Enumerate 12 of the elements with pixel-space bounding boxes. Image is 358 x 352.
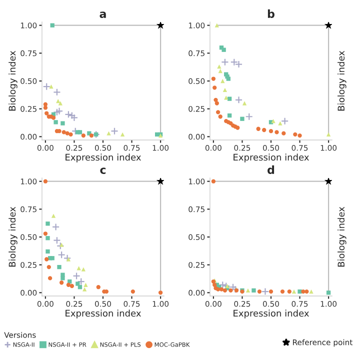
y-axis-title: Biology index bbox=[8, 50, 18, 111]
x-axis-title: Expression index bbox=[234, 154, 309, 162]
x-axis-title: Expression index bbox=[234, 310, 309, 318]
y-axis-title: Biology index bbox=[8, 206, 18, 267]
chart-title: c bbox=[100, 168, 106, 174]
y-axis-title: Biology index bbox=[338, 206, 346, 267]
chart-title: b bbox=[268, 9, 274, 18]
chart-title: a bbox=[100, 12, 106, 18]
y-axis-title: Biology index bbox=[338, 50, 346, 111]
chart-title: d bbox=[268, 165, 274, 174]
x-axis-title: Expression index bbox=[66, 154, 141, 162]
x-axis-title: Expression index bbox=[66, 310, 141, 318]
